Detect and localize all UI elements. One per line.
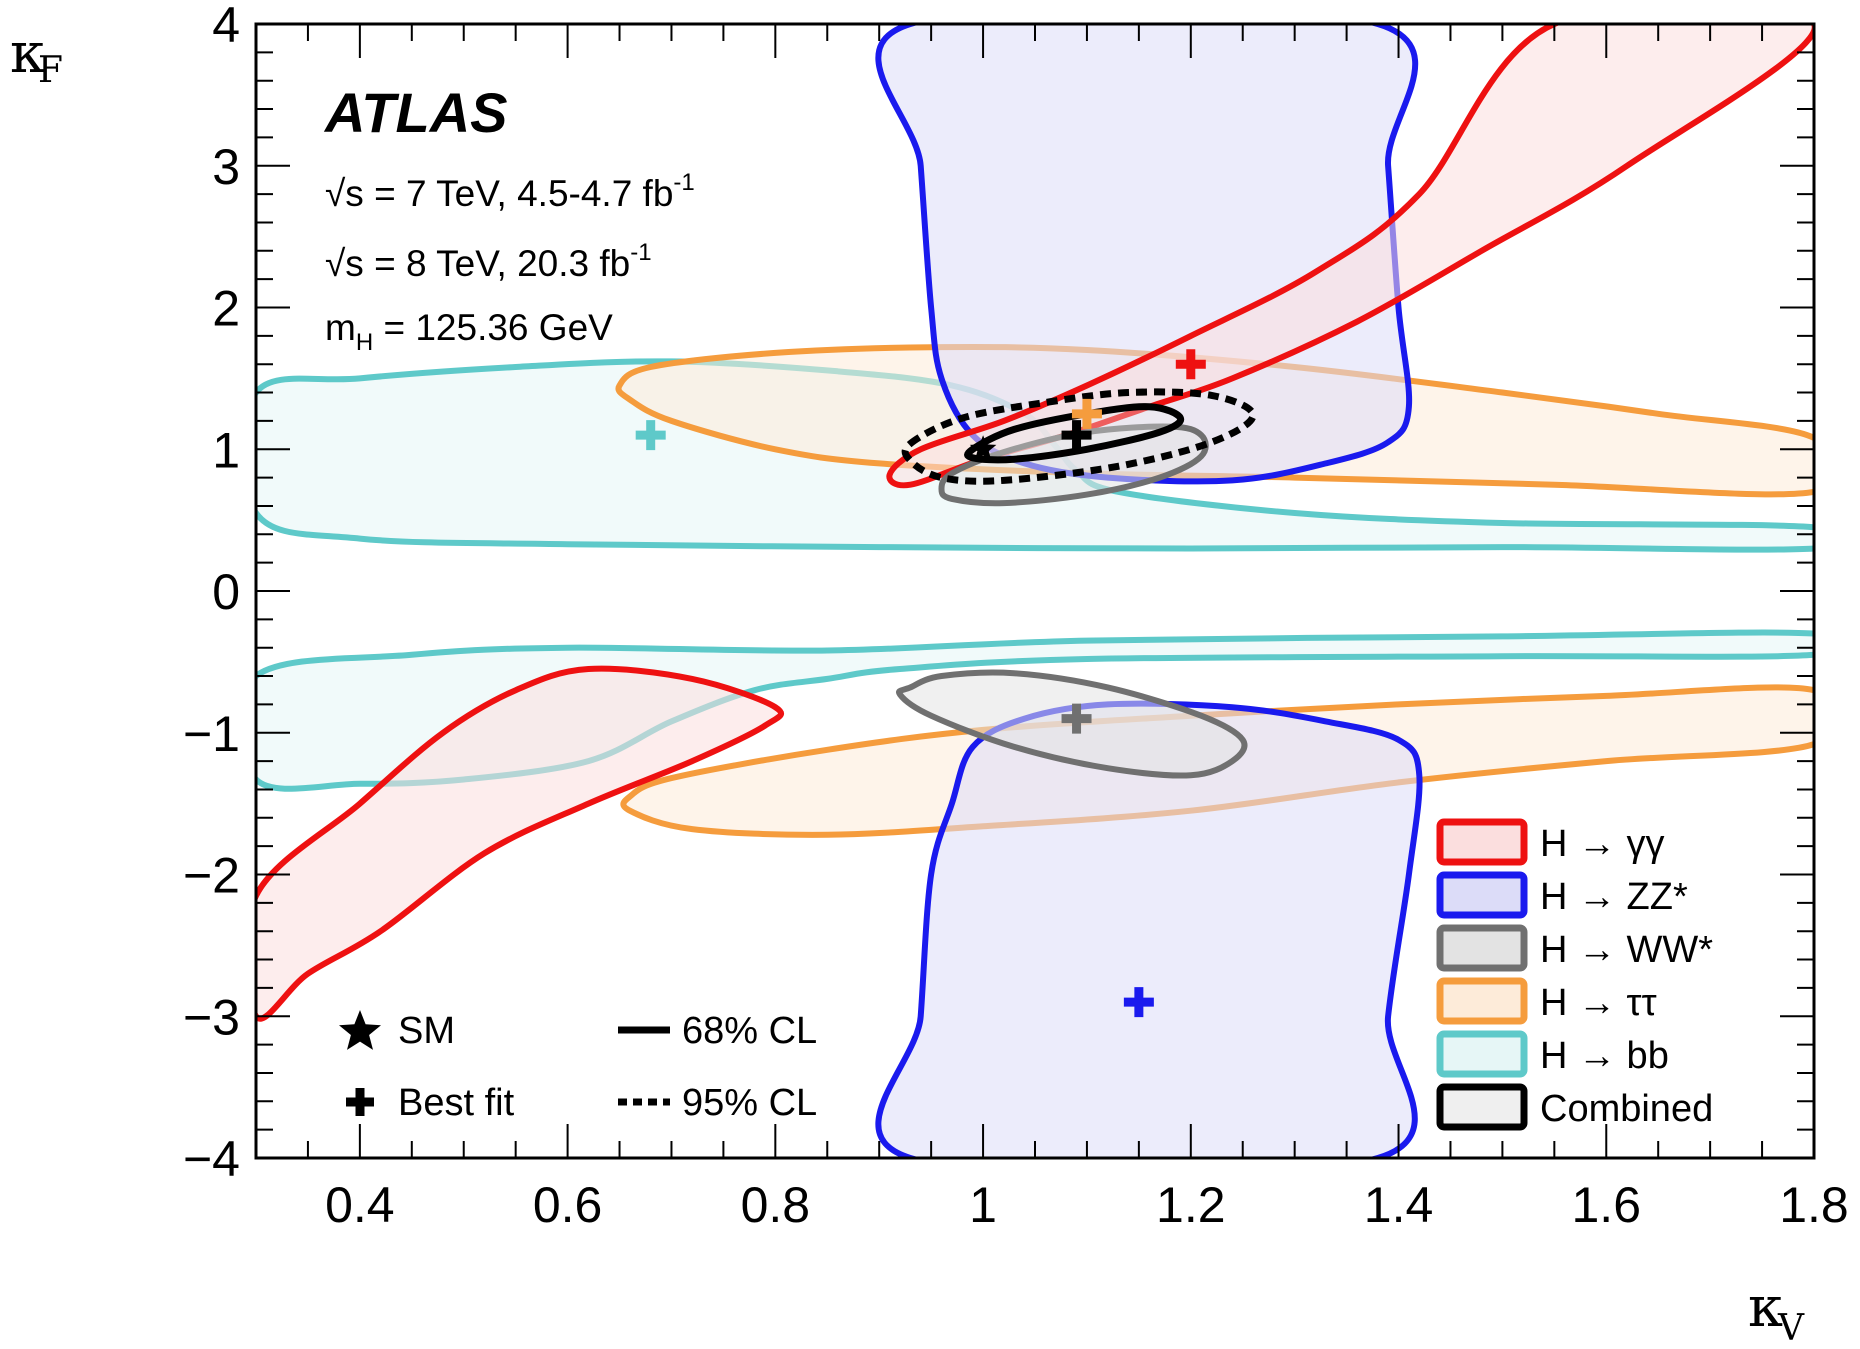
y-tick-label: −2	[183, 848, 240, 904]
cl95-legend-label: 95% CL	[682, 1082, 817, 1124]
region-h-0	[886, 24, 1814, 489]
channel-legend: H → γγ H → ZZ* H → WW* H → ττ H → bb Combined	[1436, 818, 1713, 1131]
region-h-zz-0	[875, 24, 1419, 485]
region95-combined-0	[901, 388, 1257, 485]
y-axis-sub: F	[38, 50, 63, 91]
y-tick-label: 4	[212, 0, 240, 53]
legend-label-combined: Combined	[1540, 1088, 1713, 1130]
y-tick-label: −3	[183, 989, 240, 1045]
region-h-zz-1	[875, 700, 1423, 1158]
x-axis-kappa: κ	[1748, 1275, 1783, 1340]
legend-label-h-zz: H → ZZ*	[1540, 876, 1688, 918]
y-tick-label: 1	[212, 422, 240, 478]
legend-swatch-h	[1436, 818, 1528, 866]
x-tick-label: 0.4	[325, 1177, 395, 1233]
bestfit-h-zz-marker	[1123, 987, 1154, 1018]
region-h-1	[256, 665, 785, 1022]
x-axis-sub: V	[1777, 1308, 1805, 1349]
x-tick-label: 0.6	[533, 1177, 603, 1233]
bestfit-combined-marker	[1061, 420, 1092, 451]
bestfit-legend-label: Best fit	[398, 1082, 515, 1124]
y-tick-label: 2	[212, 281, 240, 337]
bestfit-legend-cross-icon	[346, 1088, 374, 1116]
x-tick-label: 1.4	[1364, 1177, 1434, 1233]
sm-marker-layer	[969, 435, 997, 461]
legend-label-h: H → γγ	[1540, 823, 1665, 865]
cl68-legend-label: 68% CL	[682, 1010, 817, 1052]
sm-star-marker	[969, 435, 997, 461]
y-tick-label: −1	[183, 706, 240, 762]
legend-label-h-bb: H → bb	[1540, 1035, 1669, 1077]
legend-swatch-combined	[1436, 1083, 1528, 1131]
x-tick-label: 0.8	[741, 1177, 811, 1233]
legend-label-h-ww: H → WW*	[1540, 929, 1713, 971]
region-h-ww-1	[896, 669, 1248, 779]
confidence-regions	[256, 24, 1814, 1158]
x-tick-label: 1	[969, 1177, 997, 1233]
x-tick-label: 1.8	[1779, 1177, 1849, 1233]
x-tick-label: 1.2	[1156, 1177, 1226, 1233]
axis-ticks: 0.4 0.6 0.8 1 1.2 1.4 1.6 1.8 −4 −3 −2 −1 0 1 2 3 4	[183, 0, 1849, 1233]
annotation-mass: mH = 125.36 GeV	[325, 307, 613, 356]
bestfit-h-marker	[1175, 349, 1206, 380]
legend-label-h: H → ττ	[1540, 982, 1657, 1024]
bestfit-h-marker	[1071, 398, 1102, 429]
y-tick-label: 3	[212, 139, 240, 195]
legend-swatch-h-bb	[1436, 1030, 1528, 1078]
y-axis-kappa: κ	[10, 21, 45, 86]
y-tick-label: 0	[212, 564, 240, 620]
info-block: ATLAS √s = 7 TeV, 4.5-4.7 fb-1 √s = 8 Te…	[323, 81, 695, 356]
marker-legend: SM Best fit 68% CL 95% CL	[339, 1010, 817, 1124]
y-axis-title: κ F	[10, 21, 63, 91]
legend-swatch-h-zz	[1436, 871, 1528, 919]
x-tick-label: 1.6	[1572, 1177, 1642, 1233]
sm-legend-star-icon	[339, 1010, 381, 1050]
best-fit-markers	[635, 349, 1206, 1018]
experiment-label: ATLAS	[323, 81, 508, 144]
bestfit-h-ww-marker	[1061, 703, 1092, 734]
sm-legend-label: SM	[398, 1010, 455, 1052]
legend-swatch-h	[1436, 977, 1528, 1025]
x-axis-title: κ V	[1748, 1275, 1805, 1349]
bestfit-h-bb-marker	[635, 420, 666, 451]
y-tick-label: −4	[183, 1131, 240, 1187]
annotation-7tev: √s = 7 TeV, 4.5-4.7 fb-1	[325, 169, 695, 214]
annotation-8tev: √s = 8 TeV, 20.3 fb-1	[325, 239, 652, 284]
legend-swatch-h-ww	[1436, 924, 1528, 972]
